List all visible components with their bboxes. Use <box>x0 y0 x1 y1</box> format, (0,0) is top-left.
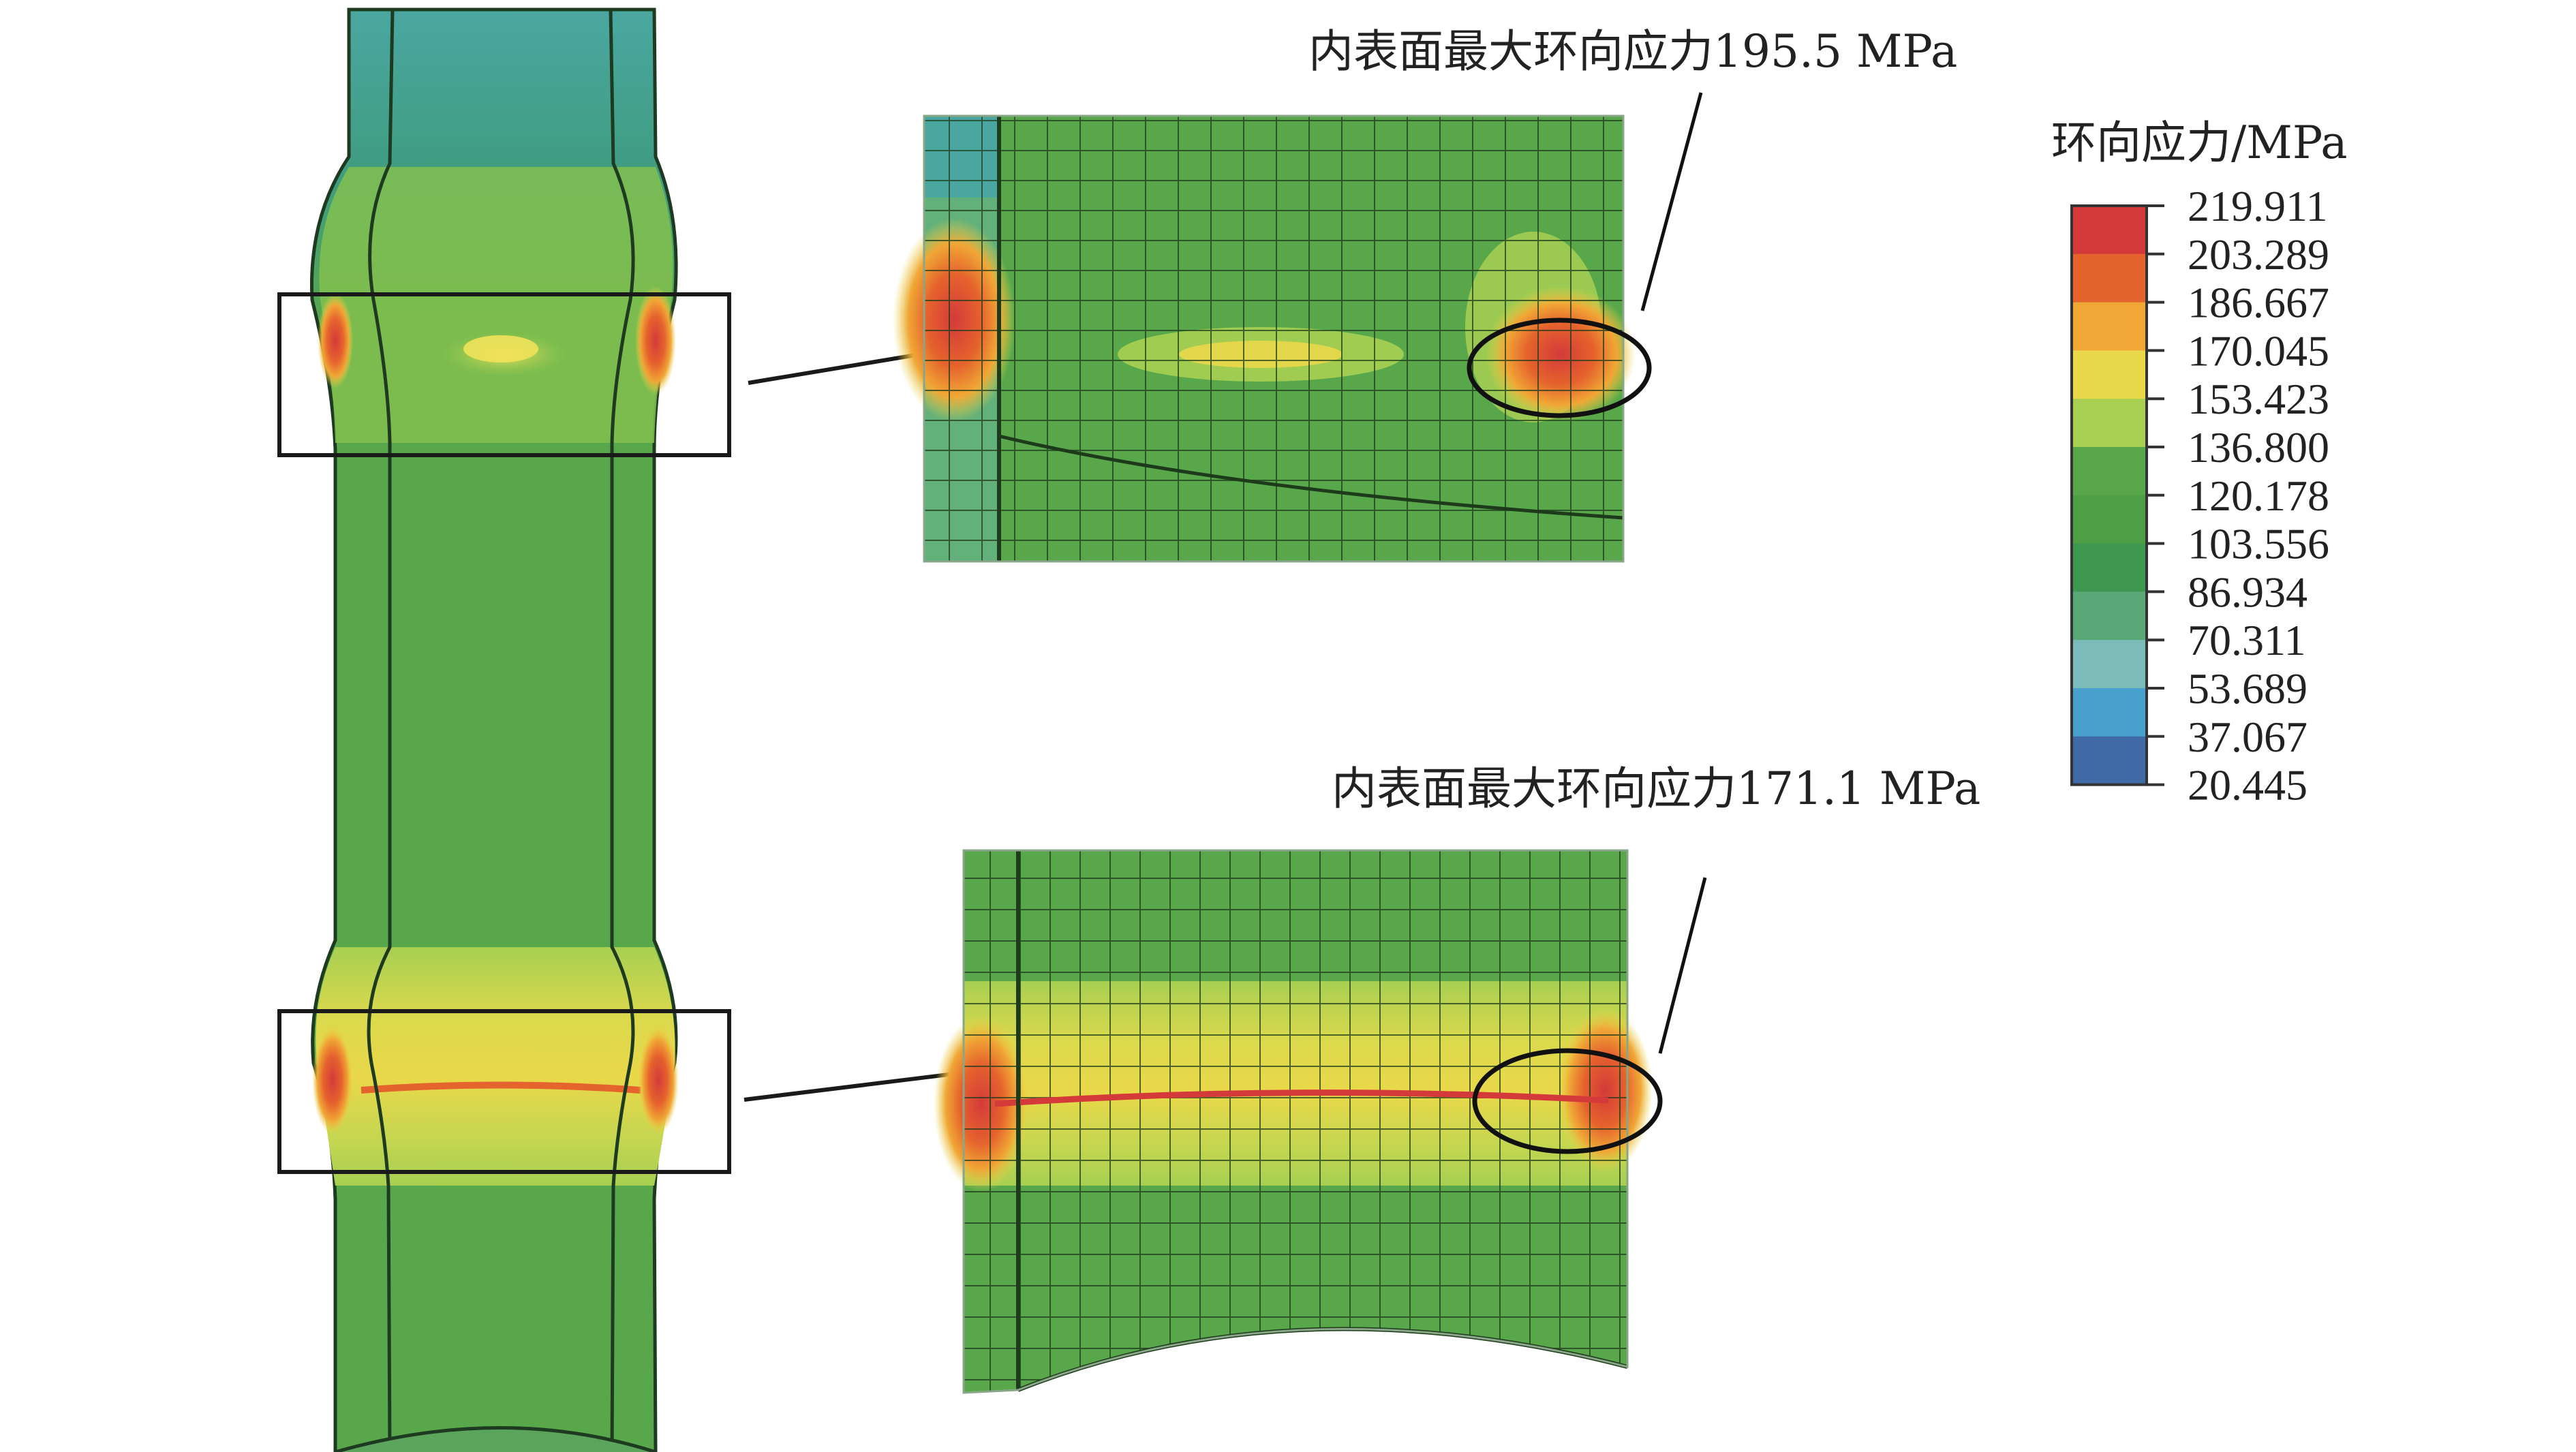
lower-zoom-panel <box>934 849 1653 1394</box>
upper-leader-line <box>748 352 921 385</box>
upper-callout-line <box>1640 92 1703 311</box>
legend-swatch <box>2072 399 2147 448</box>
legend-colorbar <box>2070 204 2148 786</box>
upper-annotation: 内表面最大环向应力195.5 MPa <box>1308 25 1957 78</box>
legend-swatch <box>2072 736 2147 786</box>
legend-label: 153.423 <box>2188 375 2329 423</box>
legend-swatch <box>2072 640 2147 689</box>
lower-leader-line <box>743 1072 955 1102</box>
lower-bulge <box>316 947 675 1186</box>
legend-swatch <box>2072 350 2147 399</box>
lower-callout-line <box>1658 877 1707 1054</box>
upper-highlight-box <box>277 292 731 457</box>
legend-label: 103.556 <box>2188 520 2329 568</box>
upper-max-marker <box>1467 318 1652 418</box>
legend-swatch <box>2072 206 2147 255</box>
legend-label: 37.067 <box>2188 713 2307 761</box>
legend-label: 136.800 <box>2188 423 2329 472</box>
legend-swatch <box>2072 688 2147 737</box>
legend-swatch <box>2072 302 2147 351</box>
lower-annotation: 内表面最大环向应力171.1 MPa <box>1332 762 1980 815</box>
legend-label: 70.311 <box>2188 616 2306 664</box>
legend-label: 86.934 <box>2188 568 2307 616</box>
legend-label: 203.289 <box>2188 230 2329 279</box>
legend-label: 219.911 <box>2188 182 2328 230</box>
legend-title: 环向应力/MPa <box>2051 117 2348 169</box>
legend-label: 53.689 <box>2188 664 2307 713</box>
legend-label: 20.445 <box>2188 761 2307 809</box>
legend-swatch <box>2072 591 2147 640</box>
legend-labels: 219.911203.289186.667170.045153.423136.8… <box>2147 182 2329 809</box>
legend-swatch <box>2072 253 2147 303</box>
legend-swatch <box>2072 447 2147 496</box>
lower-highlight-box <box>277 1009 731 1174</box>
legend-label: 120.178 <box>2188 472 2329 520</box>
legend-label: 186.667 <box>2188 279 2329 327</box>
pipe-model <box>309 7 679 1452</box>
lower-max-marker <box>1472 1048 1663 1154</box>
legend-swatch <box>2072 543 2147 592</box>
legend-label: 170.045 <box>2188 326 2329 375</box>
upper-bulge <box>319 167 673 443</box>
upper-zoom-panel <box>893 114 1636 563</box>
legend-swatch <box>2072 495 2147 544</box>
